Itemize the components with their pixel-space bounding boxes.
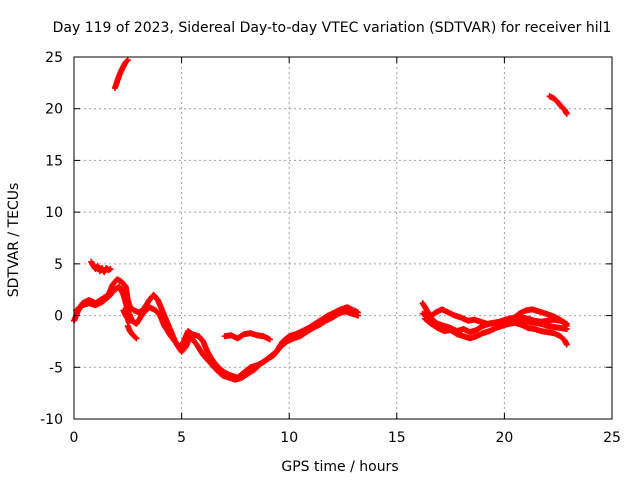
data-point <box>563 320 570 327</box>
data-series <box>221 330 273 343</box>
data-point <box>125 319 132 326</box>
y-tick-label: 10 <box>45 205 63 221</box>
plot-area <box>71 57 570 383</box>
y-tick-label: 15 <box>45 153 63 169</box>
y-tick-label: 5 <box>54 257 63 273</box>
x-tick-label: 0 <box>70 430 79 446</box>
data-point <box>132 334 139 341</box>
data-point <box>124 57 131 64</box>
x-tick-label: 10 <box>280 430 298 446</box>
grid <box>74 57 612 419</box>
x-tick-label: 5 <box>177 430 186 446</box>
x-axis-label: GPS time / hours <box>281 459 398 475</box>
data-point <box>563 341 570 348</box>
plot-frame <box>73 56 613 420</box>
data-point <box>123 58 130 65</box>
data-point <box>107 266 114 273</box>
data-series <box>73 283 362 383</box>
data-series <box>88 258 114 276</box>
data-series <box>120 307 132 326</box>
y-tick-label: -5 <box>49 360 63 376</box>
data-point <box>133 335 140 342</box>
y-tick-label: 20 <box>45 102 63 118</box>
x-tick-label: 15 <box>388 430 406 446</box>
data-point <box>563 110 570 117</box>
y-axis-label: SDTVAR / TECUs <box>6 183 22 298</box>
y-tick-label: 25 <box>45 50 63 66</box>
data-series <box>512 314 570 327</box>
data-series <box>546 93 570 117</box>
data-point <box>355 312 362 319</box>
y-tick-label: 0 <box>54 309 63 325</box>
chart-title: Day 119 of 2023, Sidereal Day-to-day VTE… <box>53 20 612 36</box>
data-series <box>124 322 140 342</box>
x-tick-label: 20 <box>495 430 513 446</box>
tick-labels: 0 5 10 15 20 25 -10 -5 0 5 10 15 20 25 <box>40 50 621 446</box>
x-tick-label: 25 <box>603 430 621 446</box>
data-series <box>111 57 131 92</box>
data-point <box>266 336 273 343</box>
axis-ticks <box>73 56 613 420</box>
y-tick-label: -10 <box>40 412 63 428</box>
